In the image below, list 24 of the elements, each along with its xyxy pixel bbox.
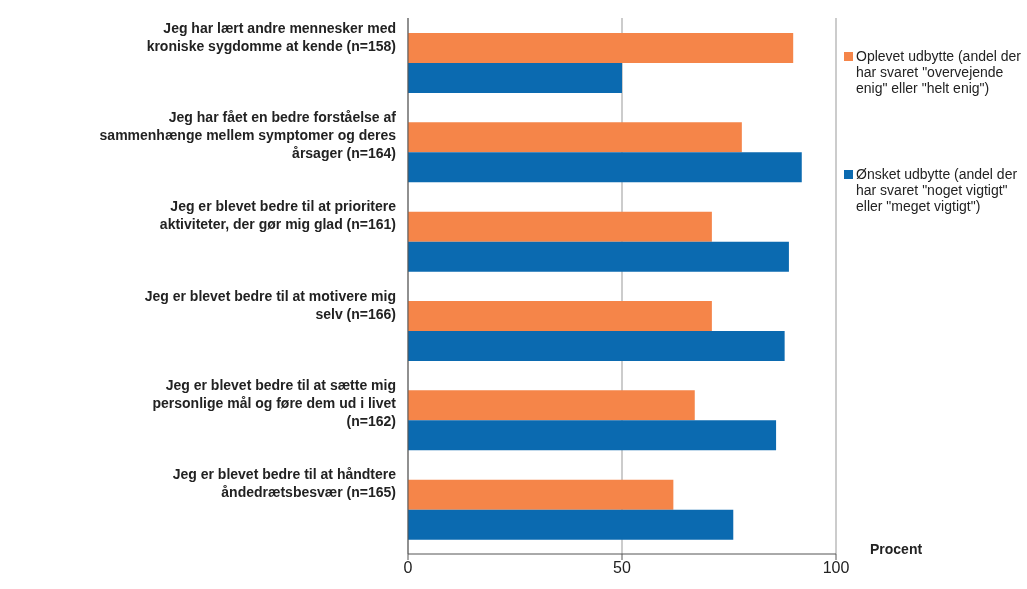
bar: [408, 420, 777, 451]
bar: [408, 152, 802, 183]
x-tick-label: 100: [822, 559, 850, 577]
y-tick-label: Jeg er blevet bedre til at motivere mig selv (n=166): [144, 287, 396, 322]
legend-label: Ønsket udbytte (andel der har svaret "noget vigtigt" eller "meget vigtigt"): [856, 166, 1019, 214]
bar: [408, 33, 794, 63]
x-tick-label: 50: [613, 559, 631, 577]
bar: [408, 301, 712, 331]
bar: [408, 122, 742, 153]
y-tick-label: Jeg er blevet bedre til at håndtere åndedrætsbesvær (n=165): [172, 466, 397, 501]
x-tick-label: 0: [403, 559, 413, 577]
bar: [408, 390, 695, 421]
bar: [408, 241, 789, 272]
y-tick-label: Jeg er blevet bedre til at sætte mig personlige mål og føre dem ud i livet (n=162): [152, 377, 397, 429]
y-tick-label: Jeg har lært andre mennesker med kroniske sygdomme at kende (n=158): [146, 19, 396, 54]
bar: [408, 211, 712, 242]
y-tick-label: Jeg er blevet bedre til at prioritere aktiviteter, der gør mig glad (n=161): [159, 198, 397, 233]
bar: [408, 479, 674, 510]
bar: [408, 509, 734, 540]
text: Procent: [870, 541, 923, 557]
bar: [408, 63, 622, 93]
y-tick-label: Jeg har fået en bedre forståelse af sammenhænge mellem symptomer og deres årsager (n=164): [99, 109, 397, 161]
legend-label: Oplevet udbytte (andel der har svaret "overvejende enig" eller "helt enig"): [856, 48, 1022, 96]
bar: [408, 331, 785, 361]
